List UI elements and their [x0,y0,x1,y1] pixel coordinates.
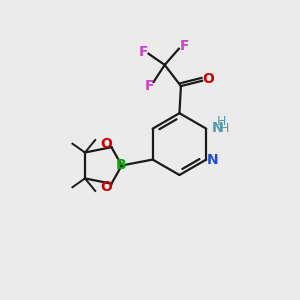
Text: N: N [212,121,223,135]
Text: F: F [145,79,154,92]
Text: H: H [220,122,229,135]
Text: N: N [207,153,218,166]
Text: O: O [203,72,214,86]
Text: F: F [179,39,189,53]
Text: F: F [139,45,148,59]
Text: H: H [217,115,226,128]
Text: B: B [116,158,127,172]
Text: O: O [100,180,112,194]
Text: O: O [100,137,112,151]
